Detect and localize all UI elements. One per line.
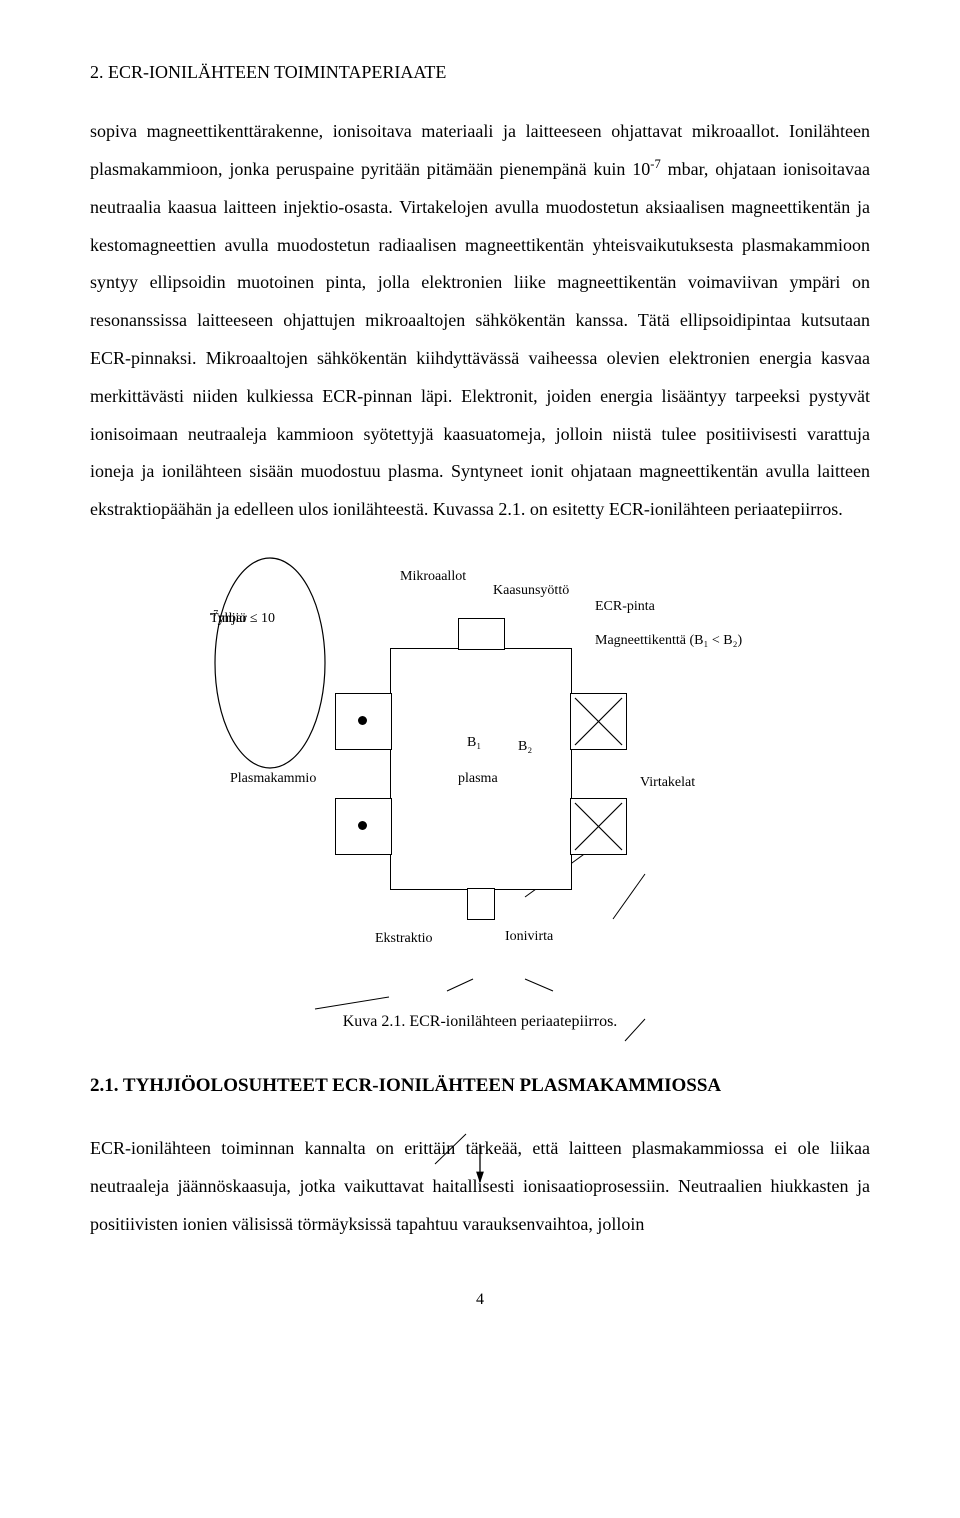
plasma-chamber-box bbox=[390, 648, 572, 890]
running-header: 2. ECR-IONILÄHTEEN TOIMINTAPERIAATE bbox=[90, 60, 870, 85]
label-magneettikentta: Magneettikenttä (B₁ < B₂) bbox=[595, 633, 742, 650]
paragraph-1: sopiva magneettikenttärakenne, ionisoita… bbox=[90, 113, 870, 529]
label-ekstraktio: Ekstraktio bbox=[375, 931, 433, 948]
para1-superscript: -7 bbox=[650, 157, 661, 171]
coil-right-top bbox=[570, 693, 627, 750]
label-plasma: plasma bbox=[458, 771, 498, 788]
label-b1: B₁ bbox=[467, 735, 481, 752]
label-tyhjio: Tyhjiö ≤ 10-7 mbar bbox=[210, 611, 218, 628]
label-virtakelat: Virtakelat bbox=[640, 775, 695, 792]
coil-left-bottom-dot bbox=[358, 821, 367, 830]
extraction-box bbox=[467, 888, 495, 920]
para1-part-b: mbar, ohjataan ionisoitavaa neutraalia k… bbox=[90, 159, 870, 519]
label-ecrpinta: ECR-pinta bbox=[595, 599, 655, 616]
label-ionivirta: Ionivirta bbox=[505, 929, 553, 946]
page-number: 4 bbox=[90, 1283, 870, 1317]
label-b2: B₂ bbox=[518, 739, 532, 756]
plasma-ellipse bbox=[195, 553, 345, 773]
coil-right-bottom bbox=[570, 798, 627, 855]
label-mikroaallot: Mikroaallot bbox=[400, 569, 466, 586]
figure-ecr-diagram: Tyhjiö ≤ 10-7 mbar Mikroaallot Kaasunsyö… bbox=[195, 553, 765, 993]
label-kaasunsyotto: Kaasunsyöttö bbox=[493, 583, 569, 600]
coil-left-top-dot bbox=[358, 716, 367, 725]
label-plasmakammio: Plasmakammio bbox=[230, 771, 316, 788]
injection-box bbox=[458, 618, 505, 650]
